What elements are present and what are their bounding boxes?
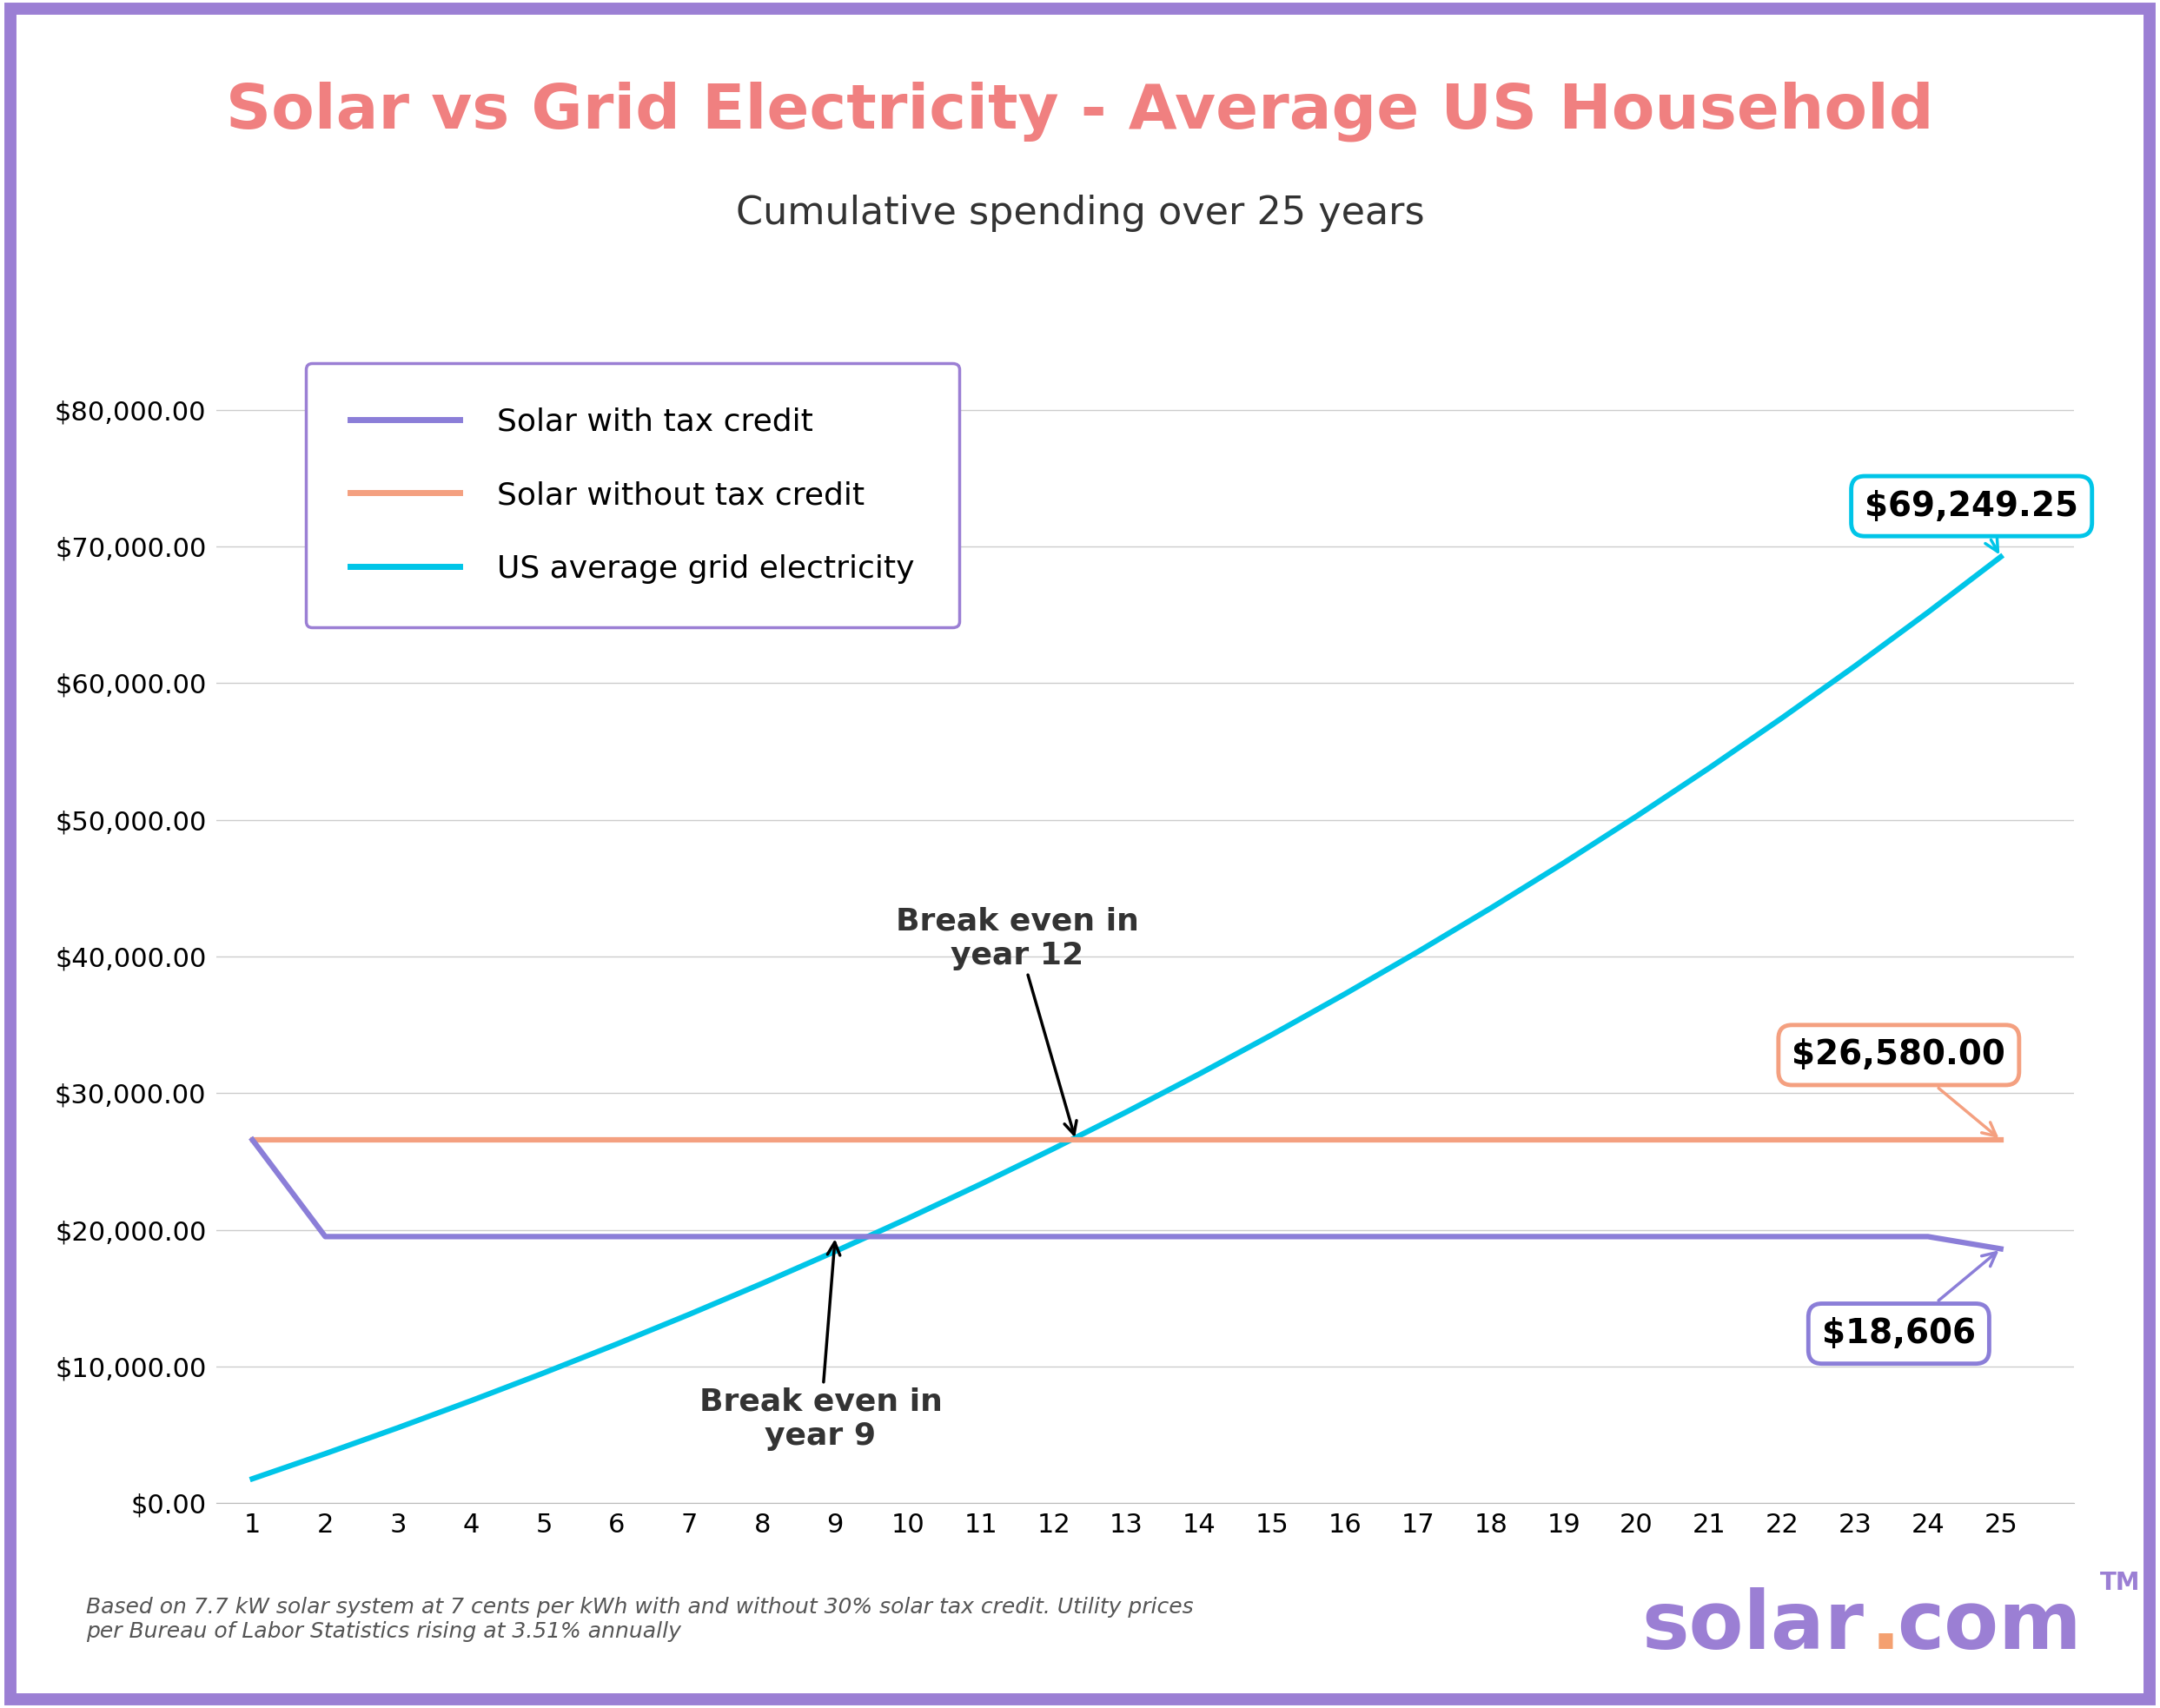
Text: .: . <box>1871 1587 1901 1665</box>
Text: solar: solar <box>1642 1587 1864 1665</box>
Text: $18,606: $18,606 <box>1821 1252 1996 1349</box>
Text: com: com <box>1896 1587 2082 1665</box>
Text: TM: TM <box>2100 1571 2141 1595</box>
Legend: Solar with tax credit, Solar without tax credit, US average grid electricity: Solar with tax credit, Solar without tax… <box>307 364 959 627</box>
Text: Cumulative spending over 25 years: Cumulative spending over 25 years <box>737 195 1423 232</box>
Text: Solar vs Grid Electricity - Average US Household: Solar vs Grid Electricity - Average US H… <box>227 80 1933 142</box>
Text: Break even in
year 12: Break even in year 12 <box>896 907 1138 1134</box>
Text: Based on 7.7 kW solar system at 7 cents per kWh with and without 30% solar tax c: Based on 7.7 kW solar system at 7 cents … <box>86 1597 1194 1641</box>
Text: $26,580.00: $26,580.00 <box>1793 1038 2007 1136</box>
Text: Break even in
year 9: Break even in year 9 <box>700 1242 942 1450</box>
Text: $69,249.25: $69,249.25 <box>1864 490 2078 552</box>
